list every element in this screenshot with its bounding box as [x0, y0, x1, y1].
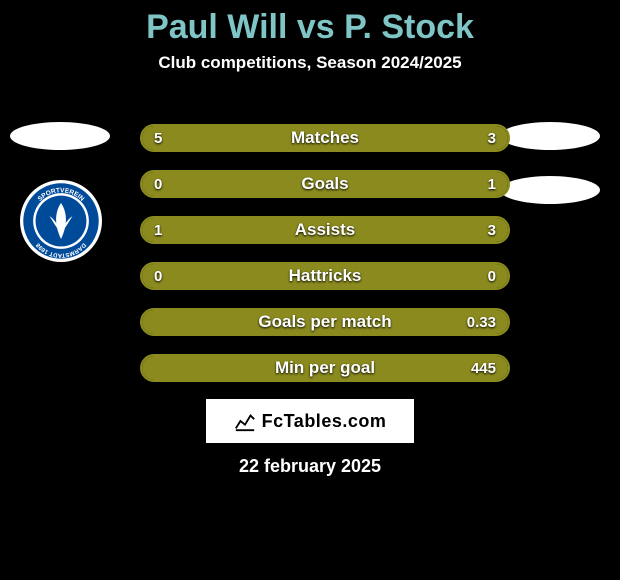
stat-value-right: 445: [471, 356, 496, 380]
comparison-subtitle: Club competitions, Season 2024/2025: [0, 53, 620, 73]
stat-value-right: 0.33: [467, 310, 496, 334]
stat-value-left: 1: [154, 218, 162, 242]
left-team-badge: [10, 122, 110, 150]
stat-row: Goals0 1: [140, 170, 510, 198]
stat-value-right: 1: [488, 172, 496, 196]
right-club-badge: [500, 176, 600, 204]
stat-value-right: 3: [488, 218, 496, 242]
stat-label: Matches: [142, 126, 508, 150]
brand-box: FcTables.com: [205, 398, 415, 444]
chart-icon: [234, 410, 256, 432]
stat-value-right: 0: [488, 264, 496, 288]
stat-row: Hattricks0 0: [140, 262, 510, 290]
stat-value-left: 0: [154, 172, 162, 196]
stat-value-right: 3: [488, 126, 496, 150]
stat-row: Assists1 3: [140, 216, 510, 244]
stat-label: Min per goal: [142, 356, 508, 380]
stat-value-left: 0: [154, 264, 162, 288]
comparison-title: Paul Will vs P. Stock: [0, 0, 620, 47]
stat-row: Goals per match0.33: [140, 308, 510, 336]
footer-date: 22 february 2025: [0, 456, 620, 477]
stat-row: Min per goal445: [140, 354, 510, 382]
stat-label: Goals per match: [142, 310, 508, 334]
club-logo-icon: SPORTVEREIN DARMSTADT 1898: [20, 180, 102, 262]
right-team-badge: [500, 122, 600, 150]
stat-label: Hattricks: [142, 264, 508, 288]
stats-area: Matches53Goals01Assists13Hattricks00Goal…: [140, 124, 510, 400]
brand-text: FcTables.com: [262, 411, 387, 432]
left-club-logo: SPORTVEREIN DARMSTADT 1898: [20, 180, 102, 262]
stat-row: Matches5 3: [140, 124, 510, 152]
stat-label: Assists: [142, 218, 508, 242]
stat-label: Goals: [142, 172, 508, 196]
stat-value-left: 5: [154, 126, 162, 150]
